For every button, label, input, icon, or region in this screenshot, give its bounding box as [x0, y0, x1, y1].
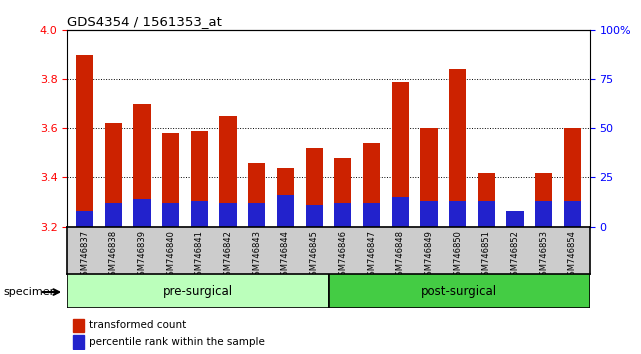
Bar	[449, 69, 466, 227]
Text: specimen: specimen	[3, 287, 57, 297]
Text: GSM746851: GSM746851	[482, 230, 491, 281]
Bar	[535, 172, 553, 227]
Bar	[162, 203, 179, 227]
Bar	[392, 82, 409, 227]
Bar	[478, 201, 495, 227]
Text: GSM746839: GSM746839	[137, 230, 146, 281]
Bar	[277, 195, 294, 227]
Text: GDS4354 / 1561353_at: GDS4354 / 1561353_at	[67, 15, 222, 28]
Bar	[334, 158, 351, 227]
Bar	[420, 201, 438, 227]
Bar	[478, 172, 495, 227]
Text: transformed count: transformed count	[89, 320, 187, 330]
Bar	[334, 203, 351, 227]
Bar	[67, 274, 328, 308]
Bar	[449, 201, 466, 227]
Text: pre-surgical: pre-surgical	[163, 285, 233, 298]
Text: GSM746837: GSM746837	[80, 230, 89, 281]
Bar	[564, 128, 581, 227]
Bar	[76, 55, 93, 227]
Text: post-surgical: post-surgical	[421, 285, 497, 298]
Text: GSM746849: GSM746849	[424, 230, 433, 281]
Bar	[72, 335, 84, 349]
Bar	[104, 203, 122, 227]
Bar	[162, 133, 179, 227]
Bar	[564, 201, 581, 227]
Text: percentile rank within the sample: percentile rank within the sample	[89, 337, 265, 347]
Bar	[104, 124, 122, 227]
Bar	[328, 274, 590, 308]
Bar	[363, 203, 380, 227]
Bar	[392, 197, 409, 227]
Text: GSM746840: GSM746840	[166, 230, 175, 281]
Text: GSM746846: GSM746846	[338, 230, 347, 281]
Text: GSM746841: GSM746841	[195, 230, 204, 281]
Text: GSM746848: GSM746848	[395, 230, 404, 281]
Bar	[133, 104, 151, 227]
Bar	[191, 131, 208, 227]
Text: GSM746847: GSM746847	[367, 230, 376, 281]
Text: GSM746850: GSM746850	[453, 230, 462, 281]
Text: GSM746845: GSM746845	[310, 230, 319, 281]
Text: GSM746842: GSM746842	[224, 230, 233, 281]
Bar	[72, 319, 84, 332]
Bar	[248, 203, 265, 227]
Bar	[277, 167, 294, 227]
Text: GSM746853: GSM746853	[539, 230, 548, 281]
Bar	[133, 199, 151, 227]
Text: GSM746844: GSM746844	[281, 230, 290, 281]
Text: GSM746852: GSM746852	[511, 230, 520, 281]
Bar	[219, 116, 237, 227]
Bar	[306, 148, 323, 227]
Bar	[535, 201, 553, 227]
Text: GSM746838: GSM746838	[109, 230, 118, 281]
Bar	[248, 163, 265, 227]
Bar	[191, 201, 208, 227]
Bar	[306, 205, 323, 227]
Bar	[219, 203, 237, 227]
Bar	[420, 128, 438, 227]
Bar	[506, 217, 524, 227]
Bar	[76, 211, 93, 227]
Bar	[363, 143, 380, 227]
Text: GSM746854: GSM746854	[568, 230, 577, 281]
Text: GSM746843: GSM746843	[253, 230, 262, 281]
Bar	[506, 211, 524, 227]
